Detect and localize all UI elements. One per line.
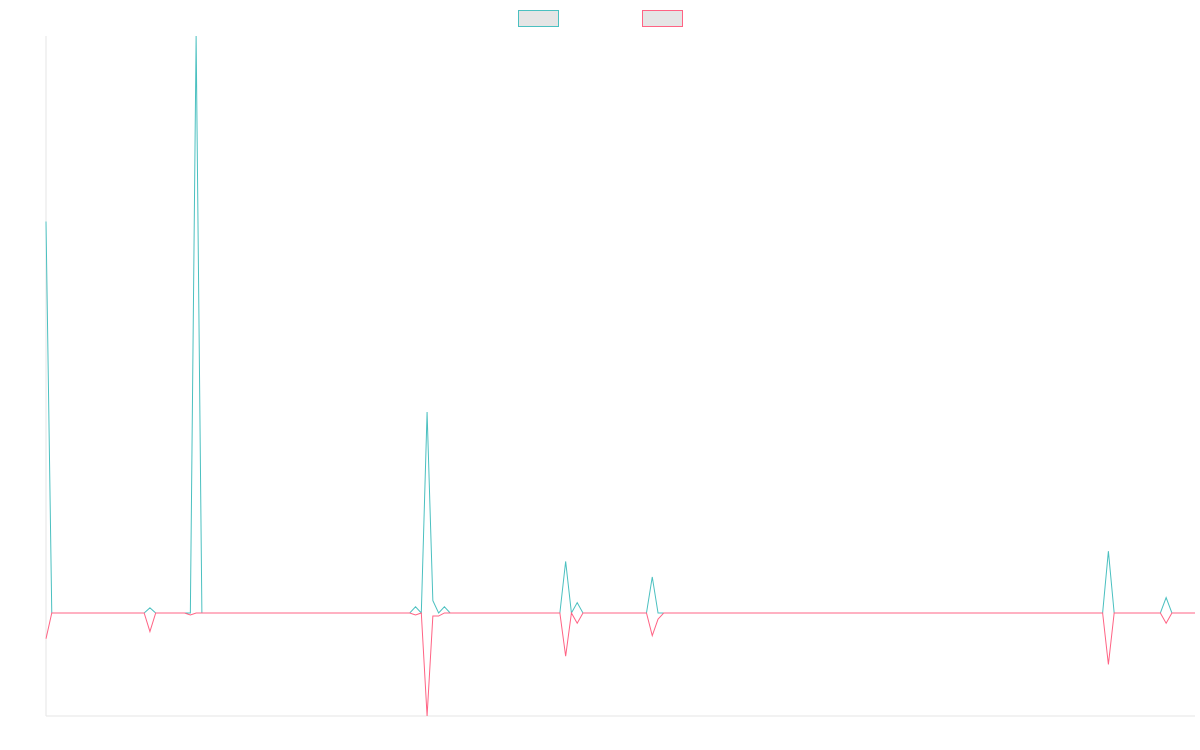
legend-swatch-2[interactable]	[642, 10, 683, 27]
series-line-2	[45, 611, 1195, 717]
legend-swatch-1[interactable]	[518, 10, 559, 27]
series-group	[45, 35, 1195, 717]
legend	[518, 10, 683, 27]
series-line-1	[45, 35, 1195, 615]
